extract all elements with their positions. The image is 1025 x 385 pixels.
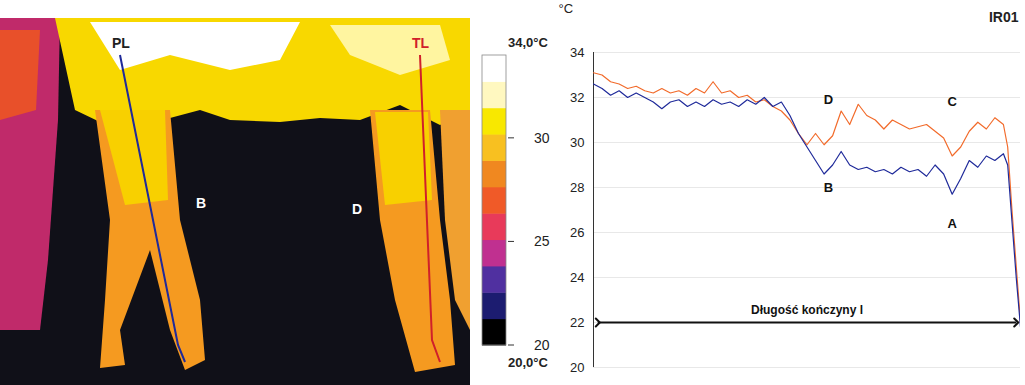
svg-text:22: 22 [570, 315, 584, 330]
svg-text:32: 32 [570, 90, 584, 105]
svg-text:TL: TL [412, 35, 430, 51]
svg-text:IR01: IR01 [989, 9, 1019, 25]
svg-text:34: 34 [570, 45, 584, 60]
svg-text:30: 30 [570, 135, 584, 150]
svg-text:20,0°C: 20,0°C [508, 355, 549, 370]
svg-text:20: 20 [534, 337, 550, 353]
svg-text:C: C [947, 94, 957, 109]
svg-text:B: B [824, 180, 833, 195]
svg-text:D: D [352, 201, 362, 217]
svg-text:26: 26 [570, 225, 584, 240]
svg-text:30: 30 [534, 130, 550, 146]
svg-text:°C: °C [559, 1, 574, 16]
svg-text:A: A [947, 216, 957, 231]
svg-text:28: 28 [570, 180, 584, 195]
svg-text:Długość kończyny l: Długość kończyny l [751, 303, 863, 317]
svg-text:25: 25 [534, 233, 550, 249]
svg-text:34,0°C: 34,0°C [508, 35, 549, 50]
svg-text:B: B [196, 195, 206, 211]
svg-text:D: D [824, 92, 833, 107]
svg-text:20: 20 [570, 360, 584, 375]
svg-text:PL: PL [112, 35, 130, 51]
svg-text:24: 24 [570, 270, 584, 285]
